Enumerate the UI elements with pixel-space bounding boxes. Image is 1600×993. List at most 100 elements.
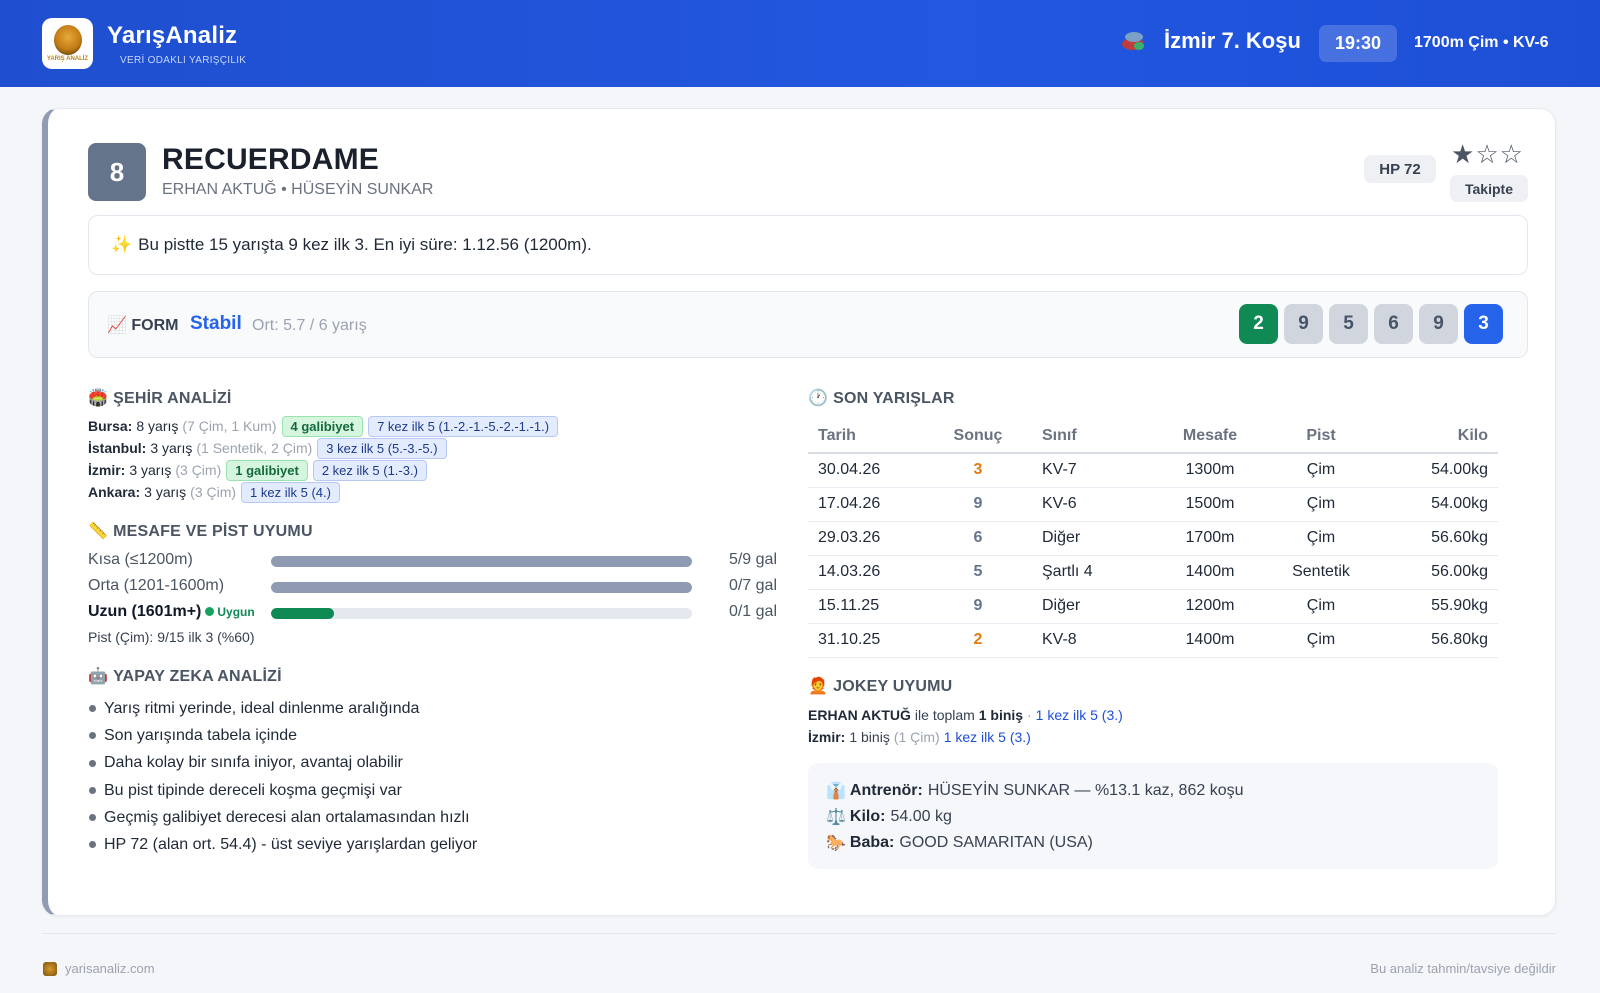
- column-header: Pist: [1266, 419, 1376, 454]
- list-item: HP 72 (alan ort. 54.4) - üst seviye yarı…: [88, 831, 788, 858]
- follow-button[interactable]: Takipte: [1450, 175, 1528, 202]
- jockey-line: ERHAN AKTUĞ ile toplam 1 biniş · 1 kez ilk…: [808, 707, 1123, 723]
- city-analysis-list: Bursa: 8 yarış (7 Çim, 1 Kum) 4 galibiyet …: [88, 415, 788, 503]
- list-item: Daha kolay bir sınıfa iniyor, avantaj ol…: [88, 750, 788, 777]
- list-item: Son yarışında tabela içinde: [88, 722, 788, 749]
- clock-icon: 🕐: [808, 390, 829, 407]
- form-results: 2 9 5 6 9 3: [1239, 304, 1503, 344]
- track-summary-text: Bu pistte 15 yarışta 9 kez ilk 3. En iyi…: [138, 235, 592, 254]
- list-item: Bu pist tipinde dereceli koşma geçmişi v…: [88, 777, 788, 804]
- brand-logo[interactable]: YARIŞ ANALİZ: [42, 18, 93, 69]
- city-row: İzmir: 3 yarış (3 Çim) 1 galibiyet 2 kez i…: [88, 459, 788, 481]
- footer-divider: [42, 933, 1556, 934]
- race-info: 1700m Çim • KV-6: [1414, 34, 1549, 51]
- column-header: Sonuç: [938, 419, 1018, 454]
- form-result-chip: 9: [1284, 304, 1323, 344]
- city-row: Ankara: 3 yarış (3 Çim) 1 kez ilk 5 (4.): [88, 481, 788, 503]
- form-result-chip: 3: [1464, 304, 1503, 344]
- column-header: Kilo: [1376, 419, 1498, 454]
- trainer-line: 👔 Antrenör: HÜSEYİN SUNKAR — %13.1 kaz, 86…: [826, 782, 1244, 800]
- star-rating[interactable]: ★☆☆: [1451, 139, 1524, 170]
- horse-head-icon: [53, 25, 82, 55]
- column-header: Sınıf: [1018, 419, 1154, 454]
- table-header-row: Tarih Sonuç Sınıf Mesafe Pist Kilo: [808, 419, 1498, 454]
- race-time-badge: 19:30: [1319, 25, 1397, 62]
- horse-icon: 🐎: [826, 835, 846, 852]
- chart-up-icon: 📈: [107, 317, 127, 334]
- horse-number-badge: 8: [88, 143, 146, 201]
- recent-races-title: 🕐 SON YARIŞLAR: [808, 390, 955, 407]
- top5-tag: 2 kez ilk 5 (1.-3.): [312, 459, 427, 481]
- list-item: Yarış ritmi yerinde, ideal dinlenme aral…: [88, 695, 788, 722]
- distance-title: 📏 MESAFE VE PİST UYUMU: [88, 523, 313, 540]
- weight-line: ⚖️ Kilo: 54.00 kg: [826, 808, 952, 826]
- form-trend: Stabil: [190, 313, 242, 334]
- distance-bar: [271, 582, 692, 593]
- site-logo-icon: [43, 961, 57, 976]
- win-tag: 1 galibiyet: [226, 459, 308, 481]
- form-result-chip: 2: [1239, 304, 1278, 344]
- brand-tagline: VERİ ODAKLI YARIŞÇILIK: [120, 55, 247, 66]
- star-filled-icon[interactable]: ★: [1451, 139, 1476, 169]
- track-summary-note: ✨ Bu pistte 15 yarışta 9 kez ilk 3. En i…: [88, 215, 1528, 275]
- horse-card: 8 RECUERDAME ERHAN AKTUĞ • HÜSEYİN SUNKA…: [42, 108, 1556, 916]
- distance-row: Kısa (≤1200m) 5/9 gal: [88, 551, 777, 568]
- column-header: Tarih: [808, 419, 938, 454]
- table-row: 29.03.26 6 Diğer 1700m Çim 56.60kg: [808, 521, 1498, 556]
- city-analysis-title: 🏟️ ŞEHİR ANALİZİ: [88, 390, 232, 407]
- race-title: İzmir 7. Koşu: [1164, 28, 1301, 53]
- hp-badge: HP 72: [1364, 155, 1436, 183]
- suitable-badge: Uygun: [205, 605, 255, 619]
- ai-analysis-list: Yarış ritmi yerinde, ideal dinlenme aral…: [88, 695, 788, 859]
- logo-text: YARIŞ ANALİZ: [46, 56, 89, 62]
- form-result-chip: 5: [1329, 304, 1368, 344]
- jockey-title: 🧑‍🦰 JOKEY UYUMU: [808, 678, 953, 695]
- stadium-icon: 🏟️: [88, 390, 109, 407]
- table-row: 15.11.25 9 Diğer 1200m Çim 55.90kg: [808, 589, 1498, 624]
- form-label: 📈 FORM: [107, 317, 179, 334]
- horse-details-box: 👔 Antrenör: HÜSEYİN SUNKAR — %13.1 kaz, 86…: [808, 763, 1498, 869]
- table-row: 14.03.26 5 Şartlı 4 1400m Sentetik 56.00…: [808, 555, 1498, 590]
- sire-line: 🐎 Baba: GOOD SAMARITAN (USA): [826, 834, 1093, 852]
- sparkles-icon: ✨: [111, 235, 133, 254]
- form-result-chip: 9: [1419, 304, 1458, 344]
- list-item: Geçmiş galibiyet derecesi alan ortalamas…: [88, 804, 788, 831]
- top5-tag: 3 kez ilk 5 (5.-3.-5.): [317, 437, 447, 459]
- horse-name: RECUERDAME: [162, 143, 380, 176]
- track-stats-line: Pist (Çim): 9/15 ilk 3 (%60): [88, 629, 255, 645]
- form-result-chip: 6: [1374, 304, 1413, 344]
- footer-site[interactable]: yarisanaliz.com: [43, 961, 155, 976]
- star-empty-icon[interactable]: ☆: [1475, 139, 1500, 169]
- race-track-icon: [1122, 30, 1146, 54]
- column-header: Mesafe: [1154, 419, 1266, 454]
- distance-row: Uzun (1601m+) Uygun 0/1 gal: [88, 603, 777, 620]
- necktie-icon: 👔: [826, 783, 846, 800]
- table-row: 31.10.25 2 KV-8 1400m Çim 56.80kg: [808, 623, 1498, 658]
- jockey-trainer-line: ERHAN AKTUĞ • HÜSEYİN SUNKAR: [162, 181, 434, 198]
- top-header: YARIŞ ANALİZ YarışAnaliz VERİ ODAKLI YAR…: [0, 0, 1600, 87]
- footer-disclaimer: Bu analiz tahmin/tavsiye değildir: [1370, 961, 1556, 976]
- table-row: 30.04.26 3 KV-7 1300m Çim 54.00kg: [808, 453, 1498, 488]
- table-row: 17.04.26 9 KV-6 1500m Çim 54.00kg: [808, 487, 1498, 522]
- ruler-icon: 📏: [88, 523, 109, 540]
- win-tag: 4 galibiyet: [281, 415, 364, 437]
- robot-icon: 🤖: [88, 668, 109, 685]
- ai-analysis-title: 🤖 YAPAY ZEKA ANALİZİ: [88, 668, 282, 685]
- recent-races-table: Tarih Sonuç Sınıf Mesafe Pist Kilo 30.04…: [808, 419, 1498, 658]
- form-average: Ort: 5.7 / 6 yarış: [252, 317, 367, 334]
- city-row: Bursa: 8 yarış (7 Çim, 1 Kum) 4 galibiyet …: [88, 415, 788, 437]
- distance-bar: [271, 556, 692, 567]
- top5-tag: 1 kez ilk 5 (4.): [241, 481, 340, 503]
- top5-tag: 7 kez ilk 5 (1.-2.-1.-5.-2.-1.-1.): [368, 415, 559, 437]
- distance-row: Orta (1201-1600m) 0/7 gal: [88, 577, 777, 594]
- form-panel: 📈 FORM Stabil Ort: 5.7 / 6 yarış 2 9 5 6…: [88, 291, 1528, 358]
- jockey-line: İzmir: 1 biniş (1 Çim) 1 kez ilk 5 (3.): [808, 729, 1031, 745]
- scale-icon: ⚖️: [826, 809, 846, 826]
- star-empty-icon[interactable]: ☆: [1499, 139, 1524, 169]
- city-row: İstanbul: 3 yarış (1 Sentetik, 2 Çim) 3 ke…: [88, 437, 788, 459]
- distance-bar: [271, 608, 692, 619]
- brand: YarışAnaliz VERİ ODAKLI YARIŞÇILIK: [107, 22, 254, 70]
- jockey-compat: ERHAN AKTUĞ ile toplam 1 biniş · 1 kez ilk…: [808, 704, 1123, 748]
- jockey-icon: 🧑‍🦰: [808, 678, 829, 695]
- brand-name: YarışAnaliz: [107, 22, 238, 49]
